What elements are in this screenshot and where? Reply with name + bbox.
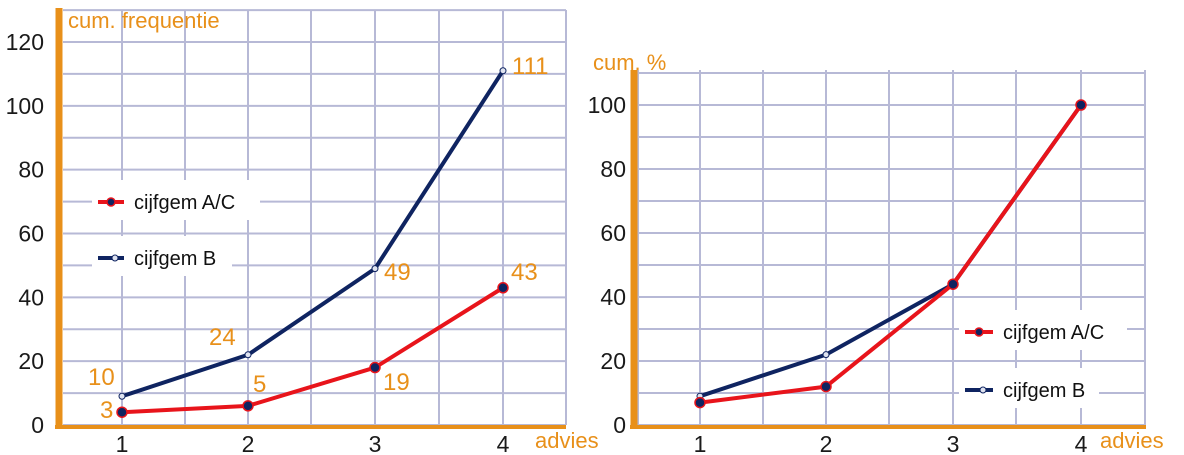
x-tick-label: 4 [1075, 431, 1088, 455]
x-tick-label: 4 [497, 431, 510, 455]
y-tick-label: 100 [588, 92, 626, 118]
y-tick-label: 0 [613, 412, 626, 438]
legend: cijfgem A/C cijfgem B [959, 310, 1127, 408]
y-tick-label: 40 [600, 284, 626, 310]
x-axis-title: advies [535, 428, 599, 453]
legend-label: cijfgem B [1003, 380, 1085, 402]
data-label: 111 [512, 53, 548, 80]
series-line-b [699, 103, 1083, 399]
y-axis-title: cum. frequentie [68, 8, 220, 33]
y-tick-label: 20 [18, 348, 44, 374]
data-point-ac [242, 400, 254, 412]
series-line-ac [121, 286, 505, 415]
data-point-ac [820, 380, 832, 393]
data-point-b [118, 392, 126, 400]
data-label: 19 [383, 369, 410, 396]
x-axis-title: advies [1100, 428, 1164, 453]
data-point-ac [694, 396, 706, 409]
y-tick-label: 80 [18, 157, 44, 183]
x-tick-label: 2 [820, 431, 833, 455]
cumulative-frequency-chart: 0 20 40 60 80 100 120 1 2 3 4 cum. frequentie advies… [6, 8, 599, 455]
y-tick-label: 20 [600, 348, 626, 374]
data-label: 3 [100, 397, 113, 424]
data-point-b [244, 351, 252, 359]
x-tick-label: 3 [947, 431, 960, 455]
data-label: 5 [253, 371, 266, 398]
x-tick-label: 3 [369, 431, 382, 455]
series-line-ac [699, 103, 1083, 405]
data-point-ac [369, 361, 381, 374]
data-label: 49 [384, 259, 411, 286]
legend-label: cijfgem A/C [134, 192, 235, 214]
x-tick-label: 1 [116, 431, 129, 455]
data-point-b [499, 67, 507, 75]
legend: cijfgem A/C cijfgem B [92, 180, 260, 276]
data-point-ac [947, 278, 959, 290]
y-tick-label: 40 [18, 284, 44, 310]
data-point-b [822, 351, 830, 359]
y-tick-label: 0 [31, 412, 44, 438]
data-point-ac [116, 406, 128, 418]
y-tick-label: 80 [600, 156, 626, 182]
legend-marker-ac [974, 327, 984, 337]
legend-label: cijfgem B [134, 248, 216, 270]
y-tick-label: 100 [6, 93, 44, 119]
series-line-b [121, 69, 505, 399]
x-tick-label: 2 [242, 431, 255, 455]
data-label: 24 [209, 324, 236, 351]
y-tick-label: 60 [18, 221, 44, 247]
y-axis-title: cum. % [593, 50, 666, 75]
x-tick-label: 1 [694, 431, 707, 455]
y-tick-label: 60 [600, 220, 626, 246]
data-label: 43 [511, 259, 538, 286]
legend-marker-b [979, 386, 987, 394]
y-tick-label: 120 [6, 29, 44, 55]
legend-label: cijfgem A/C [1003, 322, 1104, 344]
legend-marker-b [111, 254, 119, 262]
data-point-ac [497, 282, 509, 294]
data-point-ac [1075, 99, 1087, 111]
legend-marker-ac [106, 197, 116, 207]
data-label: 10 [88, 364, 115, 391]
data-point-b [371, 265, 379, 273]
